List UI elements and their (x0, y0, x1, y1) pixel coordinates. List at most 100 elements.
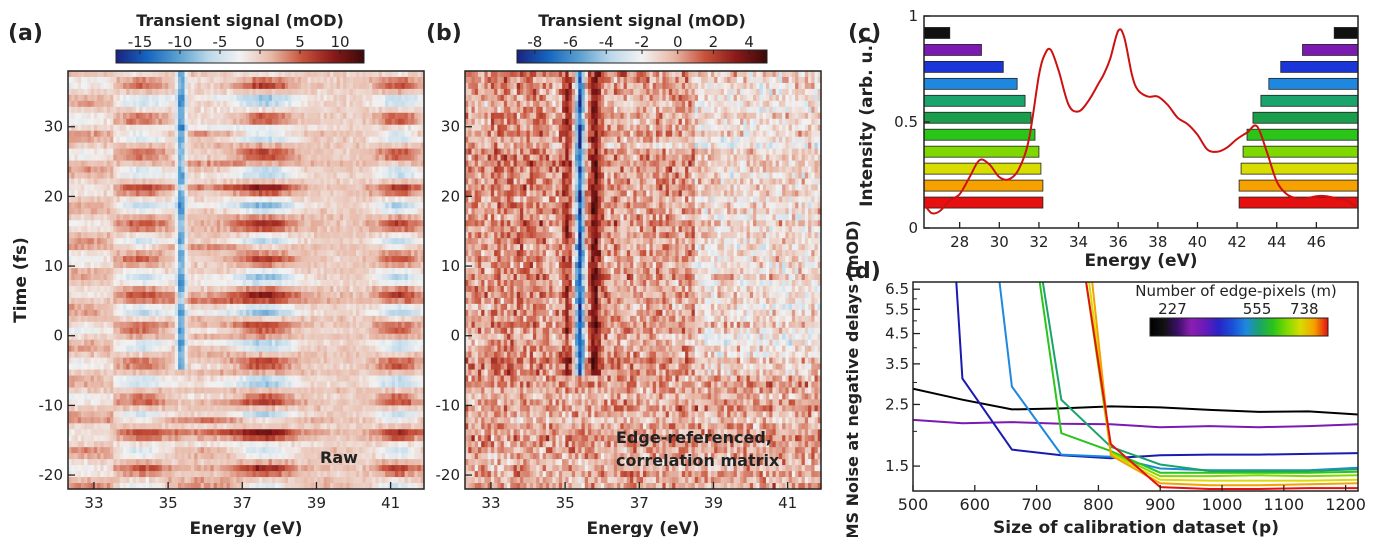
heatmap-cell (362, 142, 367, 150)
heatmap-cell (249, 136, 254, 144)
heatmap-cell (304, 160, 309, 168)
heatmap-cell (368, 82, 373, 90)
heatmap-cell (362, 100, 367, 108)
heatmap-cell (68, 172, 72, 180)
heatmap-cell (372, 100, 377, 108)
heatmap-cell (375, 148, 380, 156)
heatmap-cell (381, 71, 386, 78)
heatmap-cell (398, 118, 402, 126)
heatmap-cell (135, 136, 140, 144)
heatmap-cell (265, 88, 270, 96)
heatmap-cell (174, 124, 179, 132)
heatmap-cell (388, 130, 393, 138)
heatmap-cell (343, 76, 347, 84)
heatmap-cell (126, 118, 131, 126)
heatmap-cell (123, 142, 127, 150)
heatmap-cell (271, 112, 276, 120)
heatmap-cell (110, 118, 114, 126)
heatmap-cell (336, 82, 341, 90)
heatmap-cell (200, 100, 205, 108)
heatmap-cell (152, 100, 156, 108)
heatmap-cell (349, 71, 354, 78)
heatmap-cell (113, 136, 118, 144)
heatmap-cell (333, 142, 338, 150)
heatmap-cell (220, 88, 224, 96)
heatmap-cell (178, 82, 182, 90)
heatmap-cell (200, 136, 205, 144)
heatmap-cell (239, 106, 244, 114)
heatmap-cell (307, 118, 312, 126)
heatmap-cell (365, 71, 370, 78)
heatmap-cell (411, 71, 415, 78)
heatmap-cell (181, 130, 186, 138)
heatmap-cell (187, 76, 192, 84)
heatmap-cell (352, 124, 357, 132)
heatmap-cell (126, 142, 131, 150)
heatmap-cell (90, 118, 95, 126)
heatmap-cell (265, 118, 270, 126)
heatmap-cell (284, 142, 289, 150)
heatmap-cell (197, 124, 202, 132)
heatmap-cell (284, 160, 289, 168)
heatmap-cell (229, 136, 234, 144)
heatmap-cell (284, 154, 289, 162)
heatmap-cell (132, 136, 137, 144)
heatmap-cell (346, 124, 351, 132)
heatmap-cell (401, 106, 406, 114)
heatmap-cell (197, 106, 202, 114)
heatmap-cell (349, 154, 354, 162)
heatmap-cell (119, 148, 124, 156)
heatmap-cell (356, 100, 360, 108)
heatmap-cell (178, 130, 182, 138)
heatmap-cell (278, 160, 283, 168)
heatmap-cell (97, 106, 101, 114)
heatmap-cell (372, 118, 377, 126)
heatmap-cell (187, 124, 192, 132)
heatmap-cell (372, 82, 377, 90)
heatmap-cell (174, 148, 179, 156)
heatmap-cell (93, 160, 98, 168)
heatmap-cell (258, 160, 263, 168)
heatmap-cell (116, 124, 121, 132)
heatmap-cell (113, 130, 118, 138)
heatmap-cell (90, 106, 95, 114)
heatmap-cell (71, 94, 76, 102)
heatmap-cell (378, 94, 383, 102)
heatmap-cell (310, 76, 315, 84)
heatmap-cell (113, 154, 118, 162)
heatmap-cell (152, 160, 156, 168)
heatmap-cell (123, 118, 127, 126)
heatmap-cell (326, 94, 331, 102)
heatmap-cell (226, 88, 231, 96)
heatmap-cell (148, 124, 153, 132)
heatmap-cell (297, 82, 302, 90)
heatmap-cell (236, 88, 241, 96)
heatmap-cell (404, 160, 409, 168)
heatmap-cell (258, 88, 263, 96)
heatmap-cell (148, 160, 153, 168)
heatmap-cell (307, 112, 312, 120)
heatmap-cell (375, 136, 380, 144)
heatmap-cell (307, 154, 312, 162)
heatmap-cell (330, 100, 334, 108)
heatmap-cell (417, 112, 422, 120)
heatmap-cell (197, 88, 202, 96)
heatmap-cell (190, 100, 195, 108)
heatmap-cell (394, 154, 399, 162)
heatmap-cell (161, 172, 166, 180)
heatmap-cell (187, 136, 192, 144)
heatmap-cell (368, 118, 373, 126)
heatmap-cell (93, 142, 98, 150)
heatmap-cell (333, 124, 338, 132)
heatmap-cell (184, 106, 189, 114)
heatmap-cell (87, 166, 92, 174)
heatmap-cell (139, 106, 144, 114)
heatmap-cell (271, 71, 276, 78)
heatmap-cell (401, 88, 406, 96)
heatmap-cell (194, 148, 199, 156)
heatmap-cell (100, 130, 105, 138)
heatmap-cell (158, 118, 163, 126)
heatmap-cell (394, 76, 399, 84)
heatmap-cell (275, 94, 279, 102)
heatmap-cell (145, 148, 150, 156)
